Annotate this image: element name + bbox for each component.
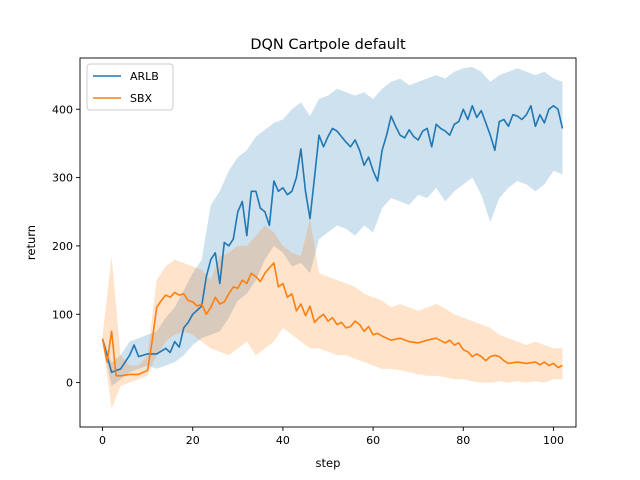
y-tick-label: 0 bbox=[66, 377, 73, 390]
confidence-bands bbox=[102, 66, 563, 409]
sbx-series-line bbox=[101, 262, 563, 377]
legend-label-arlb: ARLB bbox=[130, 70, 159, 83]
series-lines bbox=[101, 105, 564, 377]
y-tick-label: 300 bbox=[52, 172, 73, 185]
x-tick-label: 60 bbox=[366, 434, 380, 447]
x-tick-label: 100 bbox=[543, 434, 564, 447]
y-axis-ticks: 0 100 200 300 400 bbox=[52, 103, 80, 390]
arlb-series-line bbox=[101, 105, 564, 374]
chart-title: DQN Cartpole default bbox=[250, 37, 406, 53]
y-tick-label: 200 bbox=[52, 240, 73, 253]
sbx-confidence-band bbox=[102, 218, 563, 409]
legend-label-sbx: SBX bbox=[130, 92, 153, 105]
x-axis-label: step bbox=[316, 456, 341, 470]
y-axis-label: return bbox=[24, 225, 38, 260]
legend: ARLB SBX bbox=[86, 63, 174, 111]
x-tick-label: 40 bbox=[276, 434, 290, 447]
x-axis-ticks: 0 20 40 60 80 100 bbox=[99, 427, 564, 447]
y-tick-label: 400 bbox=[52, 103, 73, 116]
y-tick-label: 100 bbox=[52, 308, 73, 321]
arlb-confidence-band bbox=[102, 66, 563, 387]
plot-frame bbox=[79, 57, 577, 428]
x-tick-label: 0 bbox=[99, 434, 106, 447]
x-tick-label: 20 bbox=[186, 434, 200, 447]
x-tick-label: 80 bbox=[456, 434, 470, 447]
